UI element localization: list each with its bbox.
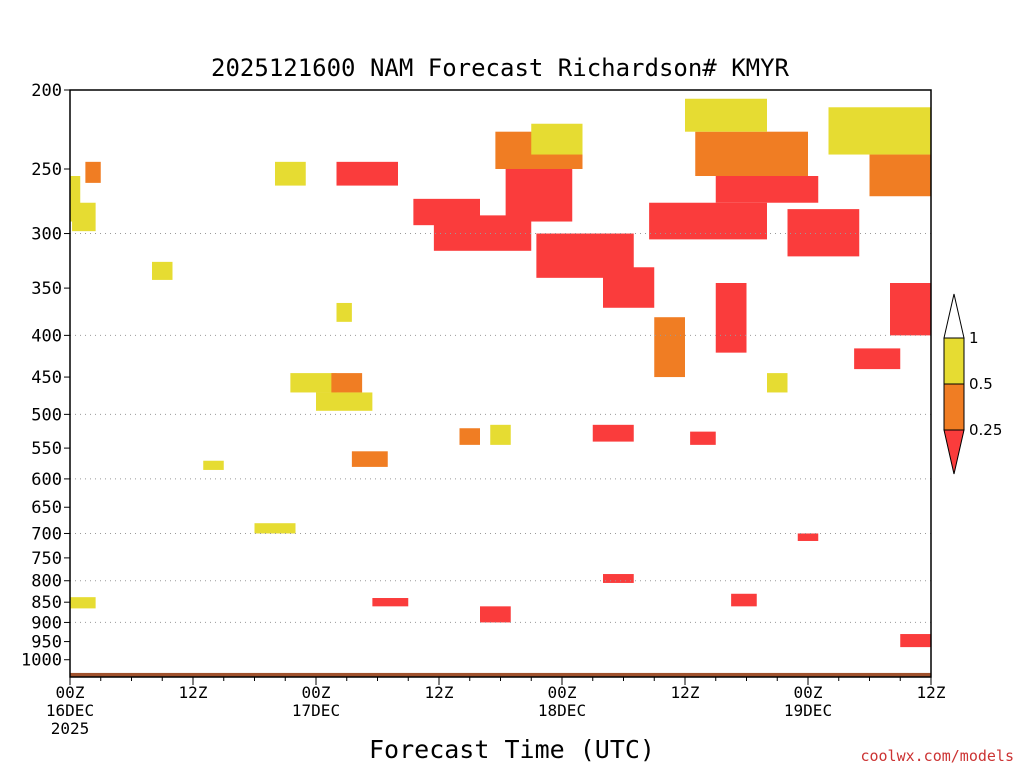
chart-title: 2025121600 NAM Forecast Richardson# KMYR (211, 54, 790, 82)
region-red-5 (336, 161, 398, 186)
gridlines (70, 233, 931, 623)
y-tick-label-600: 600 (31, 470, 62, 490)
region-yellow-6 (336, 302, 352, 322)
region-yellow-7 (290, 373, 337, 393)
legend-swatch-0 (943, 337, 965, 385)
y-tick-label-950: 950 (31, 633, 62, 653)
region-yellow-3 (152, 261, 173, 280)
region-red-40 (797, 533, 819, 541)
plot-area (70, 98, 931, 648)
ground-strip (70, 672, 931, 677)
y-tick-label-200: 200 (31, 81, 62, 101)
x-tick-label-48-0: 00Z (548, 683, 577, 702)
region-red-36 (731, 593, 757, 607)
legend-label-1: 0.5 (969, 375, 993, 393)
region-red-25 (854, 348, 901, 370)
region-yellow-34 (203, 460, 224, 470)
y-tick-label-750: 750 (31, 549, 62, 569)
x-tick-label-60-0: 12Z (671, 683, 700, 702)
legend-swatch-1 (943, 383, 965, 431)
region-red-31 (592, 424, 634, 442)
region-red-18 (715, 176, 819, 203)
region-yellow-20 (685, 98, 767, 132)
y-tick-label-650: 650 (31, 498, 62, 518)
ground-layer (70, 672, 931, 677)
region-red-41 (900, 634, 931, 648)
colorbar-legend: 1 0.5 0.25 (943, 293, 1002, 475)
region-yellow-16 (531, 123, 583, 155)
x-tick-label-0-1: 16DEC (46, 701, 94, 720)
x-tick-label-0-0: 00Z (56, 683, 85, 702)
y-axis: 200 250 300 350 400 450 500 550 600 650 700 750 8008… (21, 81, 70, 671)
region-orange-8 (331, 373, 363, 393)
y-tick-label-700: 700 (31, 524, 62, 544)
region-red-39 (603, 574, 634, 583)
region-red-24 (890, 283, 931, 336)
legend-label-2: 0.25 (969, 421, 1002, 439)
credit-text[interactable]: coolwx.com/models (860, 747, 1014, 765)
x-tick-label-84-0: 12Z (917, 683, 946, 702)
region-red-33 (690, 431, 716, 445)
x-tick-label-72-0: 00Z (794, 683, 823, 702)
region-red-21 (787, 209, 860, 257)
x-axis-title: Forecast Time (UTC) (369, 735, 655, 764)
region-red-37 (372, 598, 409, 607)
region-yellow-4 (275, 161, 306, 186)
x-tick-label-48-1: 18DEC (538, 701, 586, 720)
region-yellow-28 (767, 373, 788, 393)
y-tick-label-800: 800 (31, 572, 62, 592)
y-tick-label-300: 300 (31, 225, 62, 245)
region-yellow-0 (70, 176, 81, 222)
y-tick-label-250: 250 (31, 160, 62, 180)
region-red-38 (480, 606, 511, 623)
x-tick-label-36-0: 12Z (425, 683, 454, 702)
x-tick-label-0-2: 2025 (51, 719, 90, 738)
x-tick-label-24-1: 17DEC (292, 701, 340, 720)
region-yellow-9 (316, 392, 373, 411)
y-tick-label-400: 400 (31, 326, 62, 346)
region-yellow-42 (70, 597, 96, 609)
y-tick-label-850: 850 (31, 593, 62, 613)
region-red-14 (603, 267, 655, 308)
region-yellow-29 (490, 424, 511, 445)
y-tick-label-900: 900 (31, 613, 62, 633)
region-red-17 (649, 202, 767, 240)
region-red-27 (715, 283, 747, 353)
y-tick-label-1000: 1000 (21, 651, 62, 671)
y-tick-label-550: 550 (31, 439, 62, 459)
region-orange-23 (869, 154, 931, 197)
region-orange-30 (459, 428, 480, 445)
legend-swatch-below-025 (943, 429, 965, 475)
x-tick-label-24-0: 00Z (302, 683, 331, 702)
y-tick-label-350: 350 (31, 279, 62, 299)
x-tick-label-72-1: 19DEC (784, 701, 832, 720)
region-orange-19 (695, 131, 808, 177)
region-orange-1 (85, 161, 101, 183)
y-tick-label-450: 450 (31, 368, 62, 388)
region-orange-26 (654, 317, 685, 378)
x-tick-label-12-0: 12Z (179, 683, 208, 702)
region-yellow-22 (828, 107, 931, 155)
region-yellow-35 (254, 523, 296, 534)
y-tick-label-500: 500 (31, 405, 62, 425)
region-yellow-2 (72, 202, 96, 232)
legend-label-0: 1 (969, 329, 979, 347)
region-orange-32 (351, 451, 388, 467)
